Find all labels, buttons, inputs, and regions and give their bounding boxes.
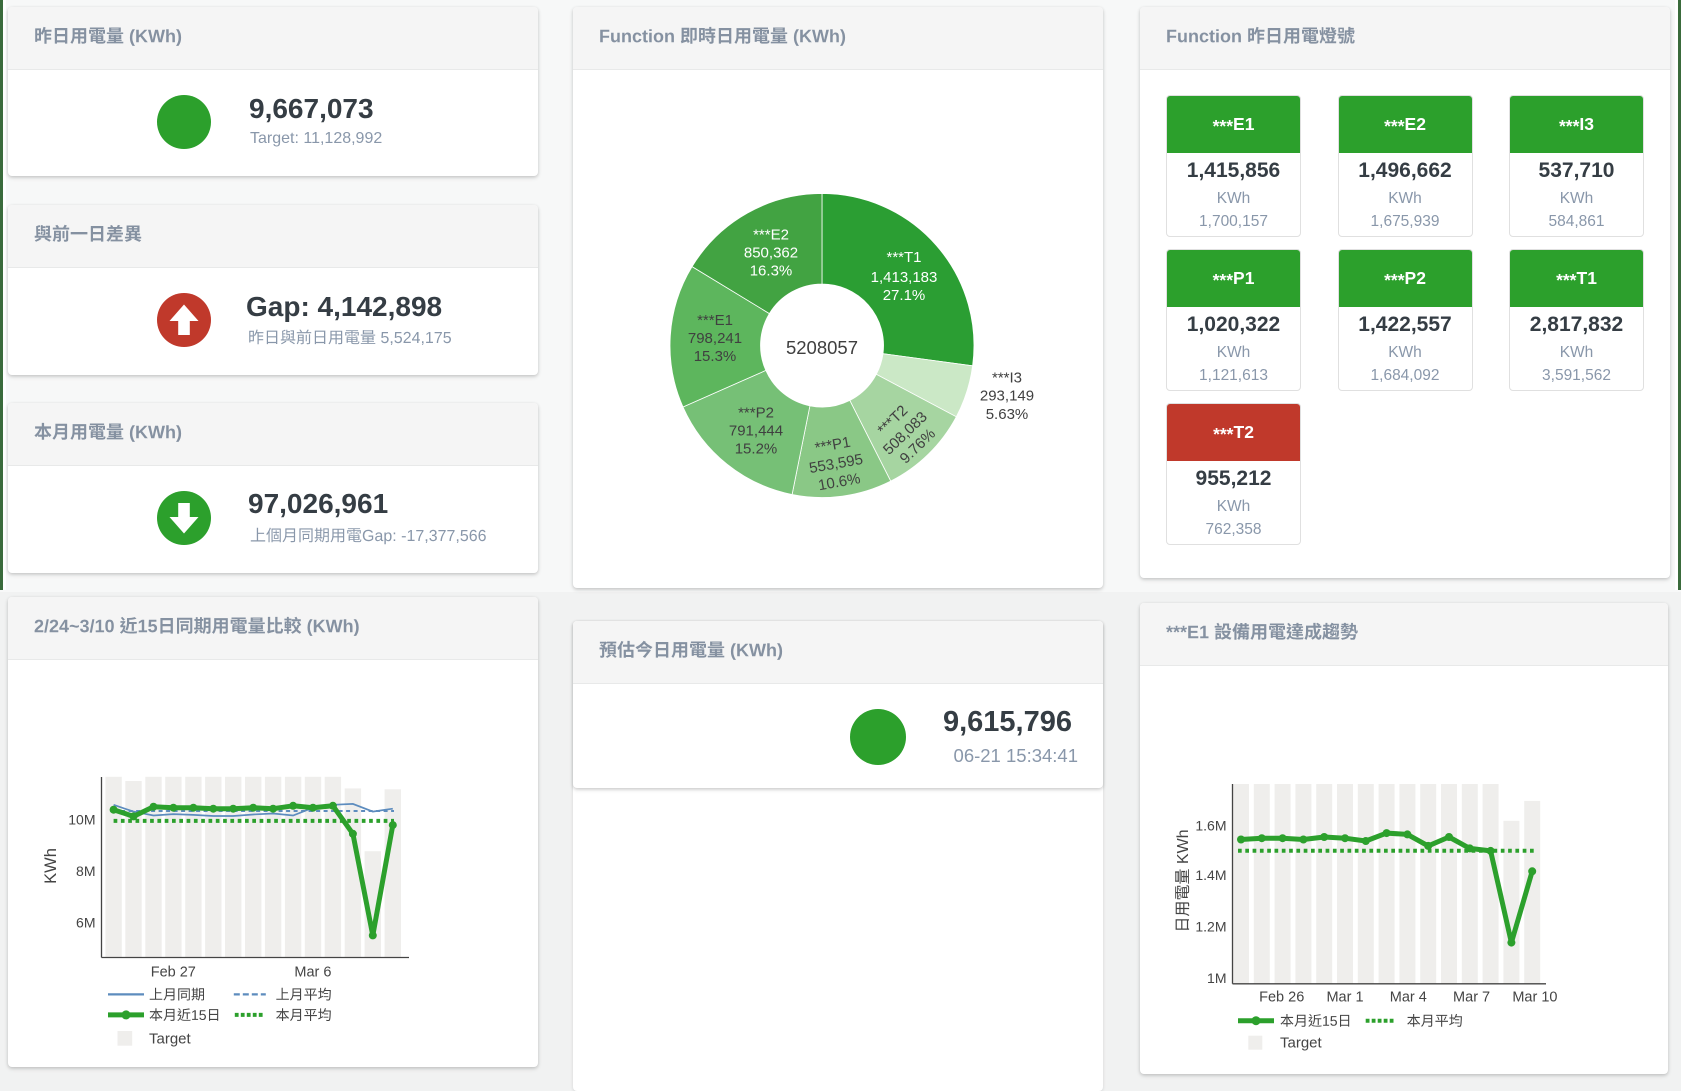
svg-text:16.3%: 16.3%: [750, 263, 793, 280]
svg-text:10M: 10M: [68, 812, 95, 828]
svg-text:Target: Target: [149, 1030, 192, 1047]
svg-text:850,362: 850,362: [744, 245, 798, 262]
svg-text:15.2%: 15.2%: [735, 441, 778, 458]
svg-text:***I3: ***I3: [992, 370, 1022, 387]
svg-text:8M: 8M: [76, 863, 95, 879]
svg-text:1M: 1M: [1207, 970, 1226, 986]
svg-text:Mar 10: Mar 10: [1512, 989, 1557, 1005]
svg-text:5.63%: 5.63%: [986, 406, 1029, 423]
svg-text:15.3%: 15.3%: [694, 348, 737, 365]
svg-text:6M: 6M: [76, 915, 95, 931]
svg-text:***P1: ***P1: [814, 434, 852, 457]
svg-text:Target: Target: [1280, 1035, 1323, 1052]
svg-text:293,149: 293,149: [980, 388, 1034, 405]
svg-text:Mar 1: Mar 1: [1326, 989, 1363, 1005]
svg-text:5208057: 5208057: [786, 337, 858, 358]
svg-text:27.1%: 27.1%: [883, 287, 926, 304]
svg-text:Feb 26: Feb 26: [1259, 989, 1304, 1005]
svg-text:***P2: ***P2: [738, 405, 774, 422]
svg-text:Mar 4: Mar 4: [1390, 989, 1427, 1005]
svg-text:1.2M: 1.2M: [1195, 919, 1226, 935]
svg-text:1.4M: 1.4M: [1195, 867, 1226, 883]
svg-text:Mar 7: Mar 7: [1453, 989, 1490, 1005]
svg-text:***E1: ***E1: [697, 312, 733, 329]
svg-text:Mar 6: Mar 6: [294, 965, 331, 981]
svg-text:1,413,183: 1,413,183: [871, 269, 938, 286]
svg-text:1.6M: 1.6M: [1195, 818, 1226, 834]
svg-text:Feb 27: Feb 27: [151, 965, 196, 981]
svg-text:KWh: KWh: [42, 848, 60, 884]
svg-text:***E2: ***E2: [753, 227, 789, 244]
svg-text:798,241: 798,241: [688, 330, 742, 347]
svg-text:791,444: 791,444: [729, 423, 783, 440]
svg-text:***T1: ***T1: [886, 249, 921, 266]
